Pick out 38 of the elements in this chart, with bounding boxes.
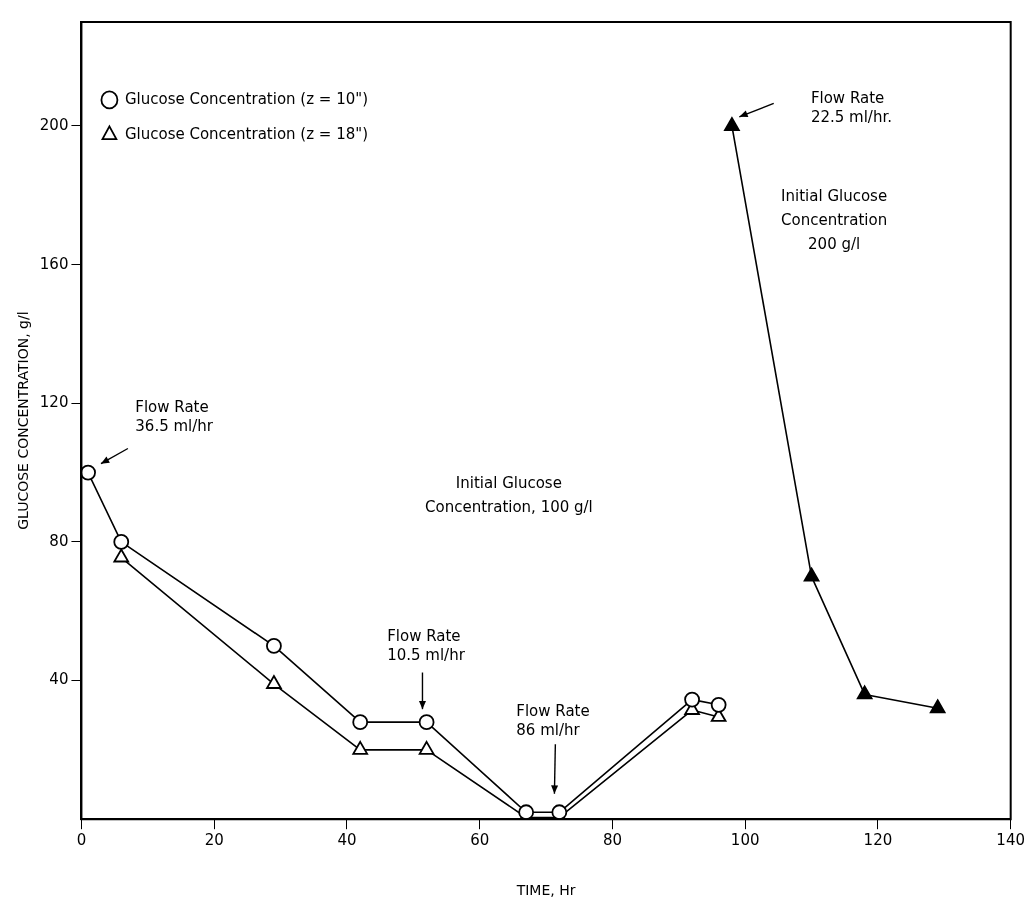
point: [929, 699, 946, 714]
point: [266, 638, 282, 654]
y-axis-title: GLUCOSE CONCENTRATION, g/l: [15, 311, 32, 530]
y-tick-label: 120: [39, 393, 69, 412]
point: [266, 675, 282, 689]
point: [81, 464, 96, 481]
y-tick-label: 200: [39, 115, 69, 134]
annotation: Initial Glucose Concentration, 100 g/l: [424, 473, 593, 516]
x-tick-label: 80: [602, 831, 622, 850]
point: [856, 685, 873, 700]
point: [710, 696, 727, 713]
point: [724, 117, 740, 131]
x-tick-label: 100: [730, 831, 760, 850]
annotation: Flow Rate 86 ml/hr: [516, 701, 590, 739]
x-tick-label: 140: [996, 831, 1026, 850]
legend-label: Glucose Concentration (z = 18"): [124, 124, 369, 143]
point: [684, 691, 700, 708]
annotation: Flow Rate 22.5 ml/hr.: [810, 88, 892, 126]
point: [113, 534, 130, 550]
legend-label: Glucose Concentration (z = 10"): [124, 89, 369, 108]
x-tick-label: 0: [76, 831, 87, 850]
x-tick-label: 40: [337, 831, 357, 850]
point: [352, 740, 369, 755]
point: [803, 567, 820, 582]
x-axis-title: TIME, Hr: [515, 882, 576, 899]
x-tick-label: 120: [863, 831, 893, 850]
annotation: Flow Rate 36.5 ml/hr: [135, 398, 214, 436]
x-tick-label: 20: [204, 831, 224, 850]
annotation: Flow Rate 10.5 ml/hr: [387, 626, 466, 664]
y-tick-label: 160: [39, 254, 69, 273]
y-tick-label: 80: [49, 531, 69, 550]
x-tick-label: 60: [470, 831, 490, 850]
point: [113, 548, 130, 563]
point: [352, 714, 369, 731]
y-tick-label: 40: [49, 670, 69, 689]
point: [418, 740, 435, 755]
point: [418, 714, 435, 731]
annotation: Initial Glucose Concentration 200 g/l: [781, 186, 888, 253]
